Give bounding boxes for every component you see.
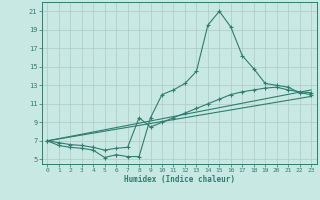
X-axis label: Humidex (Indice chaleur): Humidex (Indice chaleur): [124, 175, 235, 184]
